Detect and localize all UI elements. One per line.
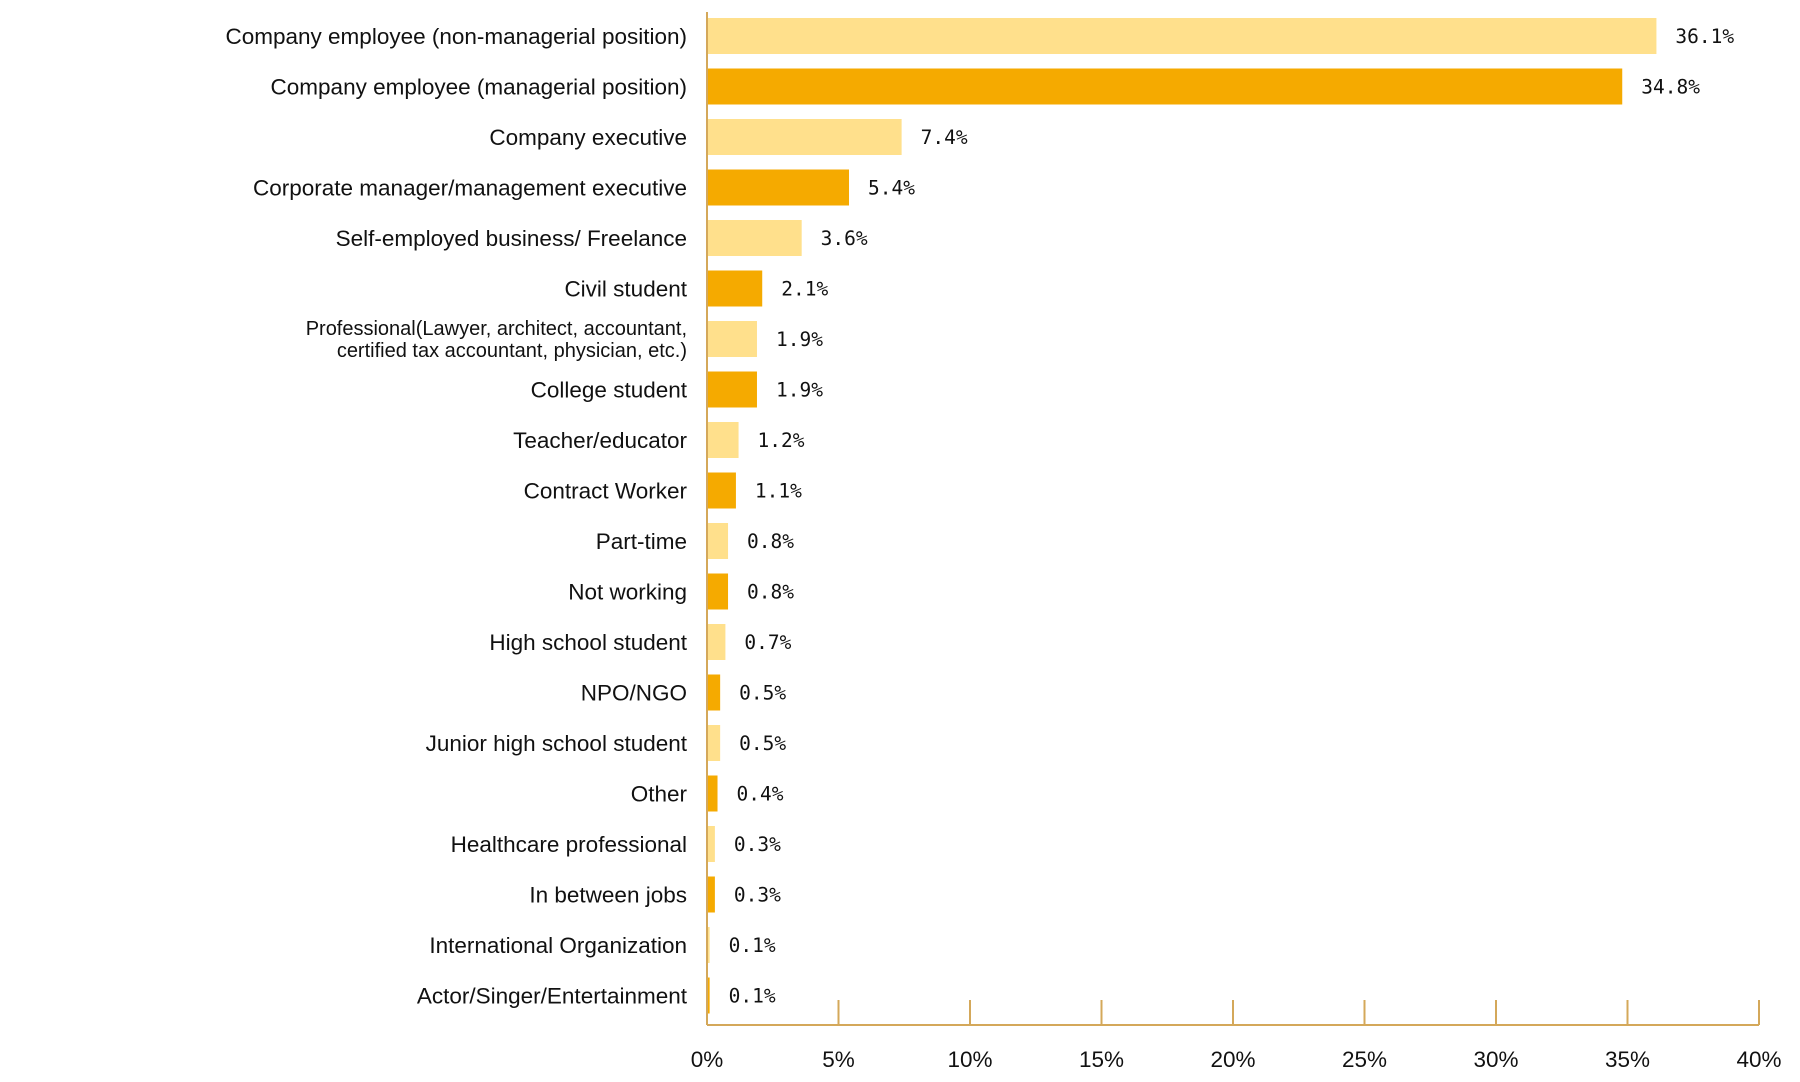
bar: [707, 674, 721, 711]
bars-group: [707, 18, 1657, 1014]
bar: [707, 422, 739, 458]
value-label: 1.9%: [776, 328, 823, 351]
x-tick-label: 5%: [822, 1047, 855, 1072]
category-label: Company executive: [489, 125, 687, 150]
category-label: International Organization: [429, 933, 687, 958]
category-label: Healthcare professional: [451, 832, 687, 857]
bar: [707, 321, 757, 357]
x-tick-label: 40%: [1736, 1047, 1781, 1072]
category-label: Company employee (non-managerial positio…: [226, 24, 688, 49]
category-label: Self-employed business/ Freelance: [336, 226, 687, 251]
bar: [707, 119, 902, 155]
value-label: 0.3%: [734, 884, 781, 907]
bar: [707, 573, 729, 610]
x-tick-label: 35%: [1605, 1047, 1650, 1072]
x-axis: 0% 5% 10% 15% 20% 25% 30% 35% 40%: [691, 12, 1782, 1072]
category-label: Contract Worker: [524, 479, 688, 504]
value-label: 0.8%: [747, 581, 794, 604]
bar: [707, 977, 710, 1014]
bar: [707, 523, 729, 559]
value-label: 1.2%: [758, 429, 805, 452]
x-tick-label: 10%: [947, 1047, 992, 1072]
value-label: 0.4%: [737, 783, 784, 806]
bar: [707, 826, 715, 862]
category-label: Teacher/educator: [513, 428, 687, 453]
bar: [707, 927, 710, 963]
value-label: 0.5%: [739, 682, 786, 705]
category-label: Professional(Lawyer, architect, accounta…: [306, 318, 687, 340]
x-tick-label: 0%: [691, 1047, 724, 1072]
value-label: 7.4%: [921, 126, 968, 149]
category-label: College student: [531, 378, 688, 403]
bar: [707, 270, 763, 307]
category-label: NPO/NGO: [581, 681, 687, 706]
value-label: 3.6%: [821, 227, 868, 250]
value-label: 0.1%: [729, 934, 776, 957]
bar: [707, 876, 715, 913]
category-label: Civil student: [564, 277, 687, 302]
category-labels-group: Company employee (non-managerial positio…: [226, 24, 688, 1009]
x-tick-label: 15%: [1079, 1047, 1124, 1072]
category-label: Other: [631, 782, 688, 807]
x-tick-label: 20%: [1210, 1047, 1255, 1072]
value-label: 0.5%: [739, 732, 786, 755]
category-label: Not working: [568, 580, 687, 605]
category-label: Company employee (managerial position): [271, 75, 687, 100]
value-labels-group: 36.1% 34.8% 7.4% 5.4% 3.6% 2.1% 1.9% 1.9% 1.2% 1.…: [729, 25, 1735, 1008]
value-label: 5.4%: [868, 177, 915, 200]
bar: [707, 371, 757, 408]
value-label: 0.7%: [744, 631, 791, 654]
value-label: 0.8%: [747, 530, 794, 553]
category-label: Corporate manager/management executive: [253, 176, 687, 201]
value-label: 1.9%: [776, 379, 823, 402]
bar: [707, 18, 1657, 54]
category-label: certified tax accountant, physician, etc…: [337, 340, 687, 362]
category-label: Part-time: [596, 529, 687, 554]
bar: [707, 725, 721, 761]
value-label: 0.1%: [729, 985, 776, 1008]
category-label: Actor/Singer/Entertainment: [417, 984, 688, 1009]
bar: [707, 775, 718, 812]
value-label: 0.3%: [734, 833, 781, 856]
value-label: 34.8%: [1641, 76, 1700, 99]
category-label: In between jobs: [529, 883, 687, 908]
bar: [707, 472, 736, 509]
x-tick-label: 30%: [1473, 1047, 1518, 1072]
category-label: Junior high school student: [426, 731, 688, 756]
bar: [707, 68, 1623, 105]
bar: [707, 624, 726, 660]
bar: [707, 169, 850, 206]
value-label: 1.1%: [755, 480, 802, 503]
category-label: High school student: [489, 630, 687, 655]
bar: [707, 220, 802, 256]
x-tick-label: 25%: [1342, 1047, 1387, 1072]
value-label: 2.1%: [781, 278, 828, 301]
value-label: 36.1%: [1675, 25, 1734, 48]
